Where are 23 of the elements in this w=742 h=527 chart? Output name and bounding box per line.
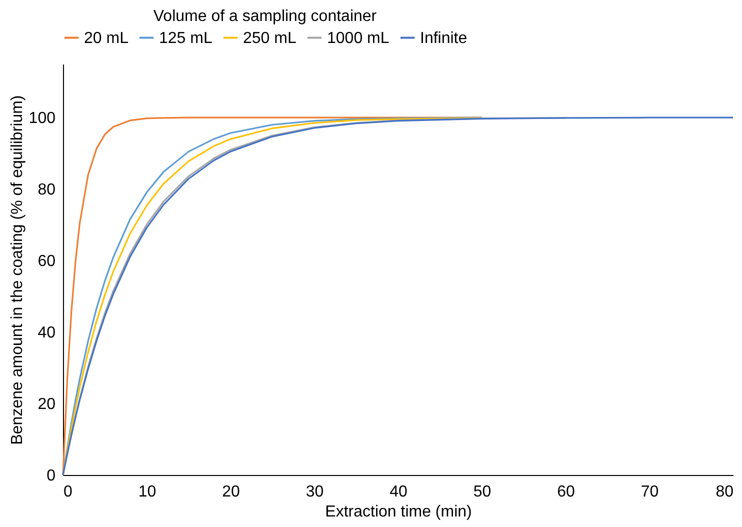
legend-label: 1000 mL — [327, 30, 390, 47]
y-tick-label: 20 — [38, 396, 56, 414]
x-axis-title: Extraction time (min) — [325, 504, 472, 520]
legend-label: 125 mL — [159, 30, 212, 47]
y-axis-title: Benzene amount in the coating (% of equilibrium) — [8, 95, 26, 445]
x-tick-label: 0 — [64, 484, 72, 500]
y-tick-label: 80 — [38, 182, 56, 199]
x-tick-label: 80 — [716, 484, 734, 500]
x-tick-label: 50 — [473, 484, 492, 500]
x-tick-label: 60 — [557, 484, 575, 500]
x-tick-label: 30 — [306, 484, 324, 500]
legend-label: 20 mL — [84, 30, 129, 47]
y-tick-label: 60 — [38, 253, 56, 270]
legend-title: Volume of a sampling container — [153, 8, 378, 25]
legend-label: Infinite — [420, 30, 468, 47]
y-tick-label: 0 — [46, 468, 56, 484]
y-tick-label: 100 — [28, 110, 56, 128]
x-tick-label: 20 — [222, 484, 240, 500]
x-tick-label: 70 — [640, 484, 659, 500]
x-tick-label: 10 — [138, 484, 156, 500]
y-tick-label: 40 — [38, 324, 56, 342]
x-tick-label: 40 — [390, 484, 408, 500]
legend-label: 250 mL — [243, 30, 296, 47]
